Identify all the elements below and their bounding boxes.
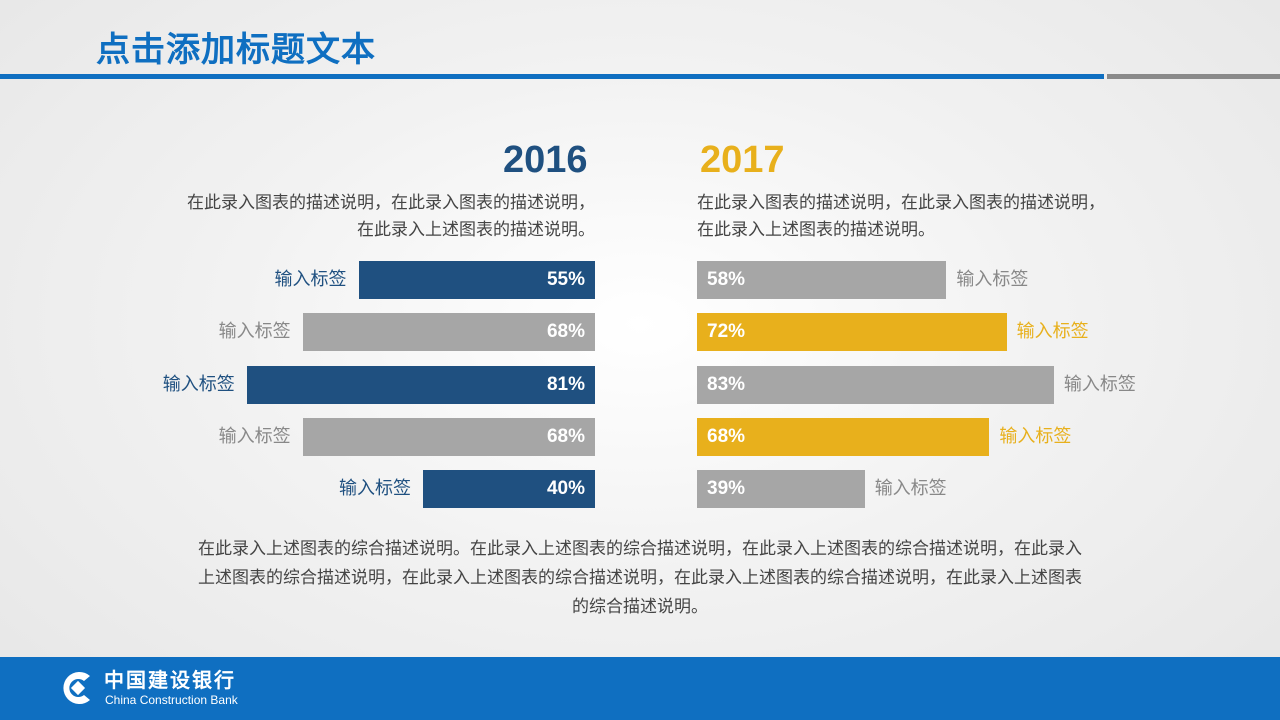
- desc-line: 在此录入上述图表的描述说明。: [697, 220, 935, 240]
- bar-2017-1: 58%: [697, 261, 947, 299]
- bar-category-label: 输入标签: [999, 426, 1072, 447]
- bar-category-label: 输入标签: [874, 478, 947, 499]
- title-divider: [0, 74, 1104, 79]
- year-2016-heading: 2016: [503, 139, 588, 181]
- summary-line: 上述图表的综合描述说明，在此录入上述图表的综合描述说明，在此录入上述图表的综合描…: [198, 568, 1082, 588]
- summary-line: 在此录入上述图表的综合描述说明。在此录入上述图表的综合描述说明，在此录入上述图表…: [198, 539, 1082, 559]
- bar-2017-4: 68%: [697, 418, 990, 456]
- bar-value-label: 68%: [707, 426, 746, 447]
- bar-category-label: 输入标签: [1016, 321, 1089, 342]
- bar-value-label: 68%: [546, 321, 585, 342]
- bar-2017-5: 39%: [697, 470, 865, 508]
- bar-2016-5: 40%: [423, 470, 595, 508]
- summary-line: 的综合描述说明。: [572, 597, 708, 617]
- bar-2016-1: 55%: [358, 261, 595, 299]
- bar-category-label: 输入标签: [218, 321, 291, 342]
- bar-category-label: 输入标签: [956, 269, 1029, 290]
- desc-line: 在此录入上述图表的描述说明。: [357, 220, 595, 240]
- description-2017: 在此录入图表的描述说明，在此录入图表的描述说明， 在此录入上述图表的描述说明。: [697, 190, 1105, 244]
- bar-value-label: 81%: [546, 374, 585, 395]
- ccb-logo-icon: [63, 672, 90, 704]
- description-2016: 在此录入图表的描述说明，在此录入图表的描述说明， 在此录入上述图表的描述说明。: [187, 190, 595, 244]
- logo-text-cn: 中国建设银行: [104, 668, 236, 692]
- page-title: 点击添加标题文本: [96, 30, 376, 70]
- logo-text-en: China Construction Bank: [105, 693, 238, 707]
- bar-value-label: 58%: [707, 269, 746, 290]
- bar-2016-2: 68%: [302, 313, 595, 351]
- bar-category-label: 输入标签: [218, 426, 291, 447]
- bar-value-label: 68%: [546, 426, 585, 447]
- desc-line: 在此录入图表的描述说明，在此录入图表的描述说明，: [187, 193, 595, 213]
- summary-text: 在此录入上述图表的综合描述说明。在此录入上述图表的综合描述说明，在此录入上述图表…: [0, 535, 1280, 622]
- footer-bar: [0, 657, 1280, 720]
- bar-value-label: 55%: [546, 269, 585, 290]
- bar-value-label: 40%: [546, 478, 585, 499]
- bar-category-label: 输入标签: [274, 269, 347, 290]
- year-2017-heading: 2017: [700, 139, 785, 181]
- bar-value-label: 39%: [707, 478, 746, 499]
- bar-2016-3: 81%: [246, 366, 595, 404]
- desc-line: 在此录入图表的描述说明，在此录入图表的描述说明，: [697, 193, 1105, 213]
- bar-category-label: 输入标签: [162, 374, 235, 395]
- bar-2017-2: 72%: [697, 313, 1007, 351]
- title-divider-accent: [1107, 74, 1280, 79]
- bar-value-label: 83%: [707, 374, 746, 395]
- bar-category-label: 输入标签: [339, 478, 411, 499]
- bar-2016-4: 68%: [302, 418, 595, 456]
- bar-value-label: 72%: [707, 321, 746, 342]
- bar-2017-3: 83%: [697, 366, 1054, 404]
- bar-category-label: 输入标签: [1063, 374, 1136, 395]
